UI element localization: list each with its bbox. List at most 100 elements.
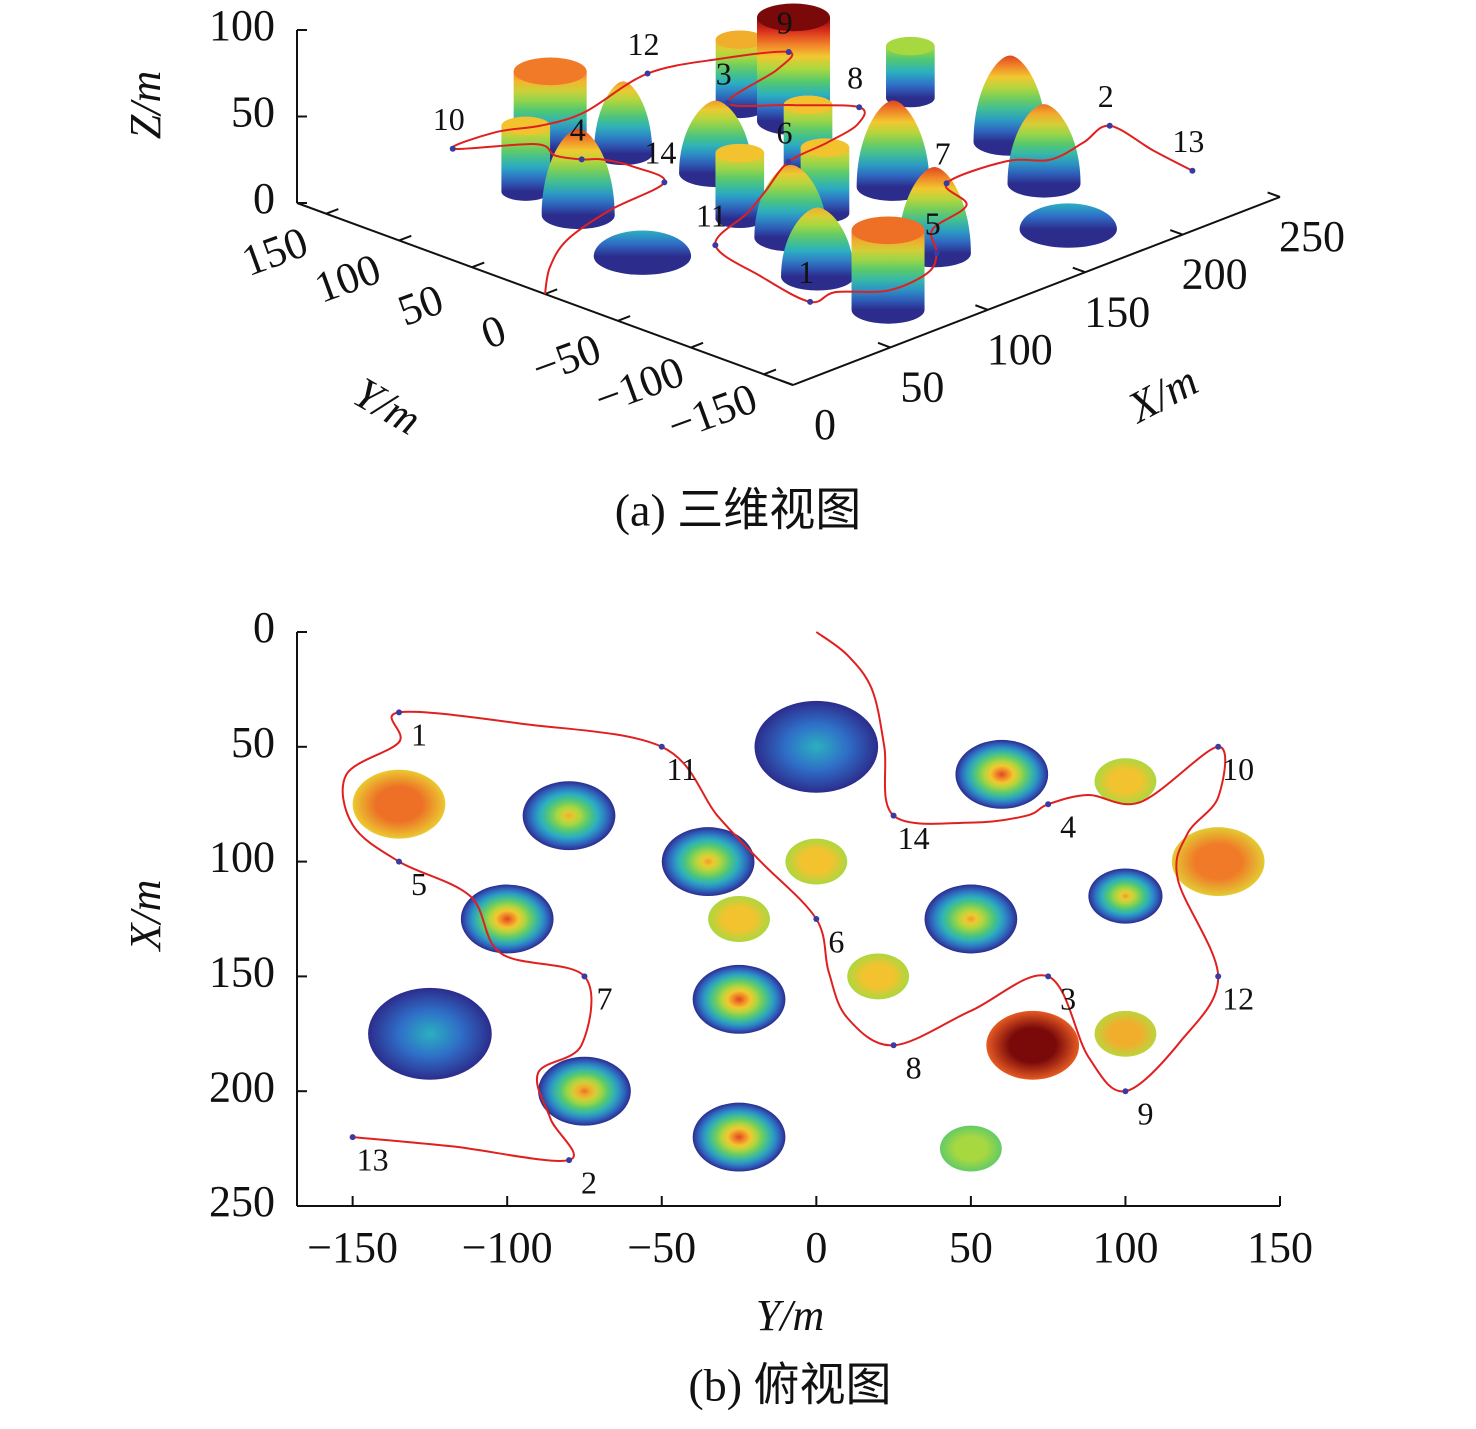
y-tick-label: 150	[209, 947, 275, 996]
y-tick-label: 50	[231, 718, 275, 767]
obstacle-top	[501, 116, 551, 136]
y-tick-label: 0	[475, 305, 512, 359]
waypoint	[1106, 122, 1113, 129]
waypoint	[396, 709, 403, 716]
waypoint	[396, 858, 403, 865]
obstacle	[692, 964, 786, 1034]
obstacle	[692, 1102, 786, 1172]
tick-mark	[877, 341, 891, 349]
waypoint-label: 7	[596, 981, 612, 1017]
waypoint	[349, 1134, 356, 1141]
obstacle	[1007, 104, 1081, 198]
x-tick-label: 50	[949, 1223, 993, 1272]
tick-mark	[1267, 191, 1281, 198]
obstacle	[939, 1125, 1002, 1172]
x-tick-label: 150	[1247, 1223, 1313, 1272]
obstacle-top	[513, 57, 587, 86]
obstacle	[1094, 758, 1157, 805]
y-tick-label: 50	[391, 275, 449, 336]
waypoint	[1045, 973, 1052, 980]
tick-mark	[780, 379, 794, 386]
x-axis-label: X/m	[1118, 356, 1205, 433]
tick-mark	[325, 208, 339, 215]
x-tick-label: 0	[814, 400, 836, 449]
waypoint	[1215, 973, 1222, 980]
waypoint	[724, 99, 731, 106]
waypoint-label: 12	[1222, 981, 1254, 1017]
caption: (a) 三维视图	[615, 485, 862, 536]
y-tick-label: 0	[253, 603, 275, 652]
waypoint-label: 5	[411, 866, 427, 902]
tick-mark	[471, 261, 485, 269]
waypoint	[578, 156, 585, 163]
waypoint	[785, 49, 792, 56]
waypoint-label: 5	[925, 205, 941, 241]
x-axis-label: Y/m	[756, 1291, 824, 1340]
obstacle	[1019, 203, 1117, 248]
tick-mark	[975, 304, 989, 311]
waypoint	[712, 242, 719, 249]
obstacle	[522, 781, 616, 851]
tick-mark	[690, 341, 704, 349]
obstacle-top	[715, 30, 765, 49]
y-tick-label: 250	[209, 1177, 275, 1226]
z-axis-label: Z/m	[121, 71, 170, 139]
y-axis-label: Y/m	[345, 368, 429, 445]
waypoint	[807, 298, 814, 305]
waypoint	[856, 104, 863, 111]
obstacle	[715, 39, 765, 119]
obstacle	[847, 953, 910, 1000]
waypoint	[943, 180, 950, 187]
obstacle-top	[800, 138, 850, 157]
obstacle	[886, 46, 935, 108]
waypoint-label: 8	[906, 1050, 922, 1086]
obstacle	[856, 100, 930, 201]
z-tick-label: 50	[231, 88, 275, 137]
waypoint-label: 10	[433, 101, 465, 137]
obstacle	[1094, 1010, 1157, 1057]
waypoint-label: 1	[798, 254, 814, 290]
waypoint	[813, 916, 820, 922]
y-tick-label: 100	[209, 833, 275, 882]
obstacle	[593, 81, 653, 166]
y-axis-label: X/m	[121, 880, 170, 953]
tick-mark	[617, 315, 631, 322]
waypoint-label: 6	[777, 114, 793, 150]
x-tick-label: 200	[1182, 250, 1248, 299]
waypoint	[1122, 1088, 1129, 1095]
waypoint-label: 9	[1137, 1096, 1153, 1132]
x-tick-label: 50	[900, 362, 944, 411]
obstacle	[754, 700, 879, 793]
axis-line	[792, 196, 1281, 386]
obstacle	[593, 230, 692, 275]
waypoint	[1045, 801, 1052, 808]
obstacle	[781, 207, 855, 291]
waypoint	[581, 973, 588, 980]
waypoint	[566, 1157, 573, 1164]
caption: (b) 俯视图	[688, 1360, 891, 1411]
obstacle	[851, 230, 925, 324]
z-tick-label: 100	[209, 1, 275, 50]
waypoint	[1215, 743, 1222, 750]
y-tick-label: 150	[235, 217, 314, 286]
waypoint	[449, 145, 456, 152]
tick-mark	[1072, 266, 1086, 274]
x-tick-label: 250	[1279, 212, 1345, 261]
x-tick-label: −100	[462, 1223, 553, 1272]
waypoint-label: 7	[935, 136, 951, 172]
obstacle	[460, 884, 554, 954]
waypoint-label: 3	[1060, 981, 1076, 1017]
obstacle	[1088, 868, 1163, 924]
y-tick-label: 100	[308, 244, 387, 313]
obstacle	[501, 125, 551, 201]
waypoint-label: 10	[1222, 751, 1254, 787]
waypoint-label: 13	[1172, 123, 1204, 159]
flight-path	[341, 631, 1227, 1162]
obstacle-top	[757, 3, 831, 32]
waypoint-label: 14	[898, 820, 930, 856]
obstacle	[541, 128, 615, 230]
waypoint	[658, 743, 665, 750]
y-tick-label: 200	[209, 1062, 275, 1111]
